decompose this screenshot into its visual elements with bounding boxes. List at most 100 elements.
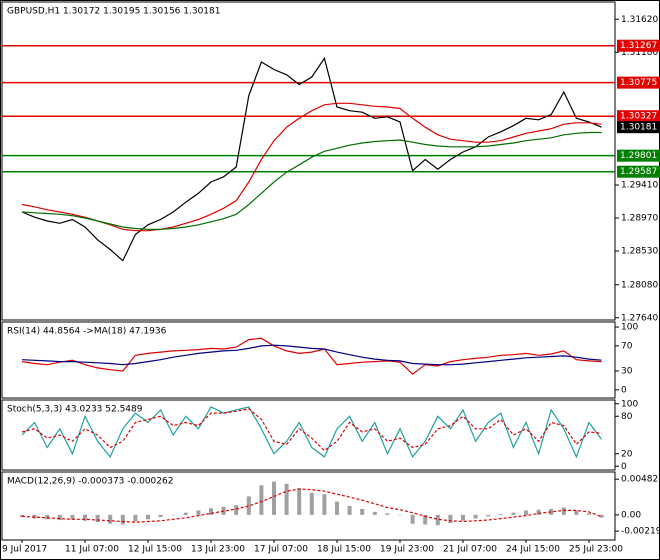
histogram-bar [95, 514, 100, 523]
histogram-bar [435, 514, 440, 526]
y-tick-label: 100 [621, 399, 638, 409]
panel [1, 1, 616, 321]
histogram-bar [574, 510, 579, 515]
histogram-bar [398, 514, 402, 516]
series-line [21, 56, 602, 262]
level-box [617, 110, 660, 123]
histogram-bar [297, 488, 302, 515]
series-line [21, 131, 602, 230]
histogram-bar [272, 481, 276, 515]
histogram-bar [423, 514, 428, 525]
histogram-bar [196, 510, 201, 515]
histogram-bar [587, 513, 591, 515]
series-line [21, 408, 602, 452]
series-line [21, 337, 602, 375]
histogram-bar [335, 501, 339, 515]
x-tick-label: 24 Jul 15:00 [506, 545, 560, 555]
y-tick-label: 80 [621, 412, 633, 422]
histogram-bar [45, 514, 50, 520]
x-tick-label: 18 Jul 15:00 [317, 545, 371, 555]
histogram-bar [171, 514, 176, 516]
x-tick-label: 21 Jul 07:00 [443, 545, 497, 555]
histogram-bar [347, 506, 352, 515]
histogram-bar [498, 514, 503, 515]
x-tick-label: 9 Jul 2017 [2, 545, 47, 555]
histogram-bar [158, 514, 163, 518]
level-label: 1.29587 [620, 167, 657, 177]
histogram-bar [599, 514, 604, 518]
series-line [21, 344, 602, 366]
histogram-bar [246, 496, 251, 515]
y-tick-label: 100 [621, 323, 638, 333]
x-tick-label: 13 Jul 23:00 [191, 545, 245, 555]
panel-title: MACD(12,26,9) -0.000373 -0.000262 [7, 477, 173, 487]
histogram-bar [322, 494, 327, 515]
histogram-bar [524, 510, 528, 515]
histogram-bar [83, 514, 87, 521]
histogram-bar [473, 514, 478, 519]
histogram-bar [561, 507, 566, 515]
series-line [21, 488, 602, 523]
y-tick-label: 1.28970 [621, 214, 658, 224]
histogram-bar [146, 514, 150, 520]
panel [1, 399, 616, 471]
y-tick-label: 0.004828 [621, 475, 660, 485]
y-tick-label: 1.28080 [621, 280, 658, 290]
y-tick-label: 20 [621, 449, 633, 459]
histogram-bar [309, 492, 314, 515]
x-tick-label: 25 Jul 23:00 [569, 545, 623, 555]
y-tick-label: -0.002195 [621, 527, 660, 537]
y-tick-label: 0.00 [621, 510, 641, 520]
histogram-bar [183, 512, 188, 515]
histogram-bar [234, 505, 239, 515]
panel-title: GBPUSD,H1 1.30172 1.30195 1.30156 1.3018… [7, 7, 220, 17]
level-label: 1.30327 [620, 112, 657, 122]
level-box [617, 39, 660, 52]
panel [1, 471, 616, 541]
y-tick-label: 1.27640 [621, 313, 658, 323]
histogram-bar [448, 514, 453, 523]
histogram-bar [486, 514, 491, 517]
histogram-bar [108, 514, 113, 524]
y-tick-label: 70 [621, 341, 633, 351]
histogram-bar [259, 485, 264, 515]
series-line [21, 102, 602, 232]
histogram-bar [57, 514, 62, 521]
histogram-bar [70, 514, 75, 520]
x-tick-label: 19 Jul 23:00 [380, 545, 434, 555]
panel [1, 321, 616, 399]
histogram-bar [511, 512, 516, 515]
panel-title: Stoch(5,3,3) 43.0233 52.5489 [7, 405, 143, 415]
x-tick-label: 11 Jul 07:00 [65, 545, 119, 555]
y-tick-label: 1.29410 [621, 181, 658, 191]
histogram-bar [133, 514, 138, 522]
histogram-bar [410, 514, 415, 524]
y-tick-label: 1.31180 [621, 48, 658, 58]
histogram-bar [461, 514, 465, 521]
histogram-bar [20, 514, 24, 518]
y-tick-label: 0 [621, 385, 627, 395]
level-label: 1.30775 [620, 78, 657, 88]
histogram-bar [284, 483, 289, 515]
level-box [617, 165, 660, 178]
histogram-bar [536, 509, 541, 515]
y-tick-label: 1.28530 [621, 247, 658, 257]
level-box [617, 149, 660, 162]
last-price-label: 1.30181 [620, 123, 657, 133]
histogram-bar [385, 513, 390, 515]
level-label: 1.29801 [620, 151, 657, 161]
x-tick-label: 12 Jul 15:00 [128, 545, 182, 555]
histogram-bar [120, 514, 125, 525]
y-tick-label: 0 [621, 462, 627, 472]
histogram-bar [360, 508, 365, 515]
level-box [617, 76, 660, 89]
histogram-bar [209, 508, 213, 515]
y-tick-label: 1.31620 [621, 15, 658, 25]
panel-title: RSI(14) 44.8564 ->MA(18) 47.1936 [7, 327, 167, 337]
histogram-bar [372, 511, 377, 515]
x-tick-label: 17 Jul 07:00 [254, 545, 308, 555]
level-label: 1.31267 [620, 41, 657, 51]
last-price-box [617, 121, 660, 134]
